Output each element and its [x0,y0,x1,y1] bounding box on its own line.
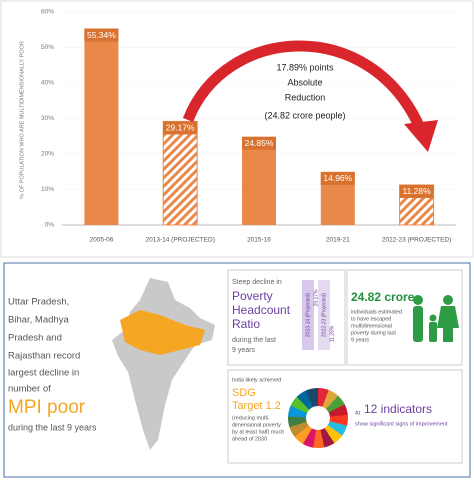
headcount-title: Ratio [232,317,260,331]
value-label-box [242,136,276,150]
annotation: Reduction [285,92,326,102]
value-label: 55.34% [87,30,116,40]
escaped-title: 24.82 crore [351,290,415,304]
headcount-intro: Steep decline in [232,279,282,286]
x-tick-label: 2022-23 (PROJECTED) [382,237,451,244]
sdg-text: (reducing multi- [232,415,270,421]
sdg-title: Target 1.2 [232,400,281,412]
mini-bar-value: 29.17% [313,289,319,307]
indicators-prefix: At [355,410,361,416]
chart-frame [0,0,474,258]
value-label-box [320,171,355,185]
annotation: (24.82 crore people) [264,110,345,120]
escaped-text: to have escaped [351,316,391,322]
mini-bar-label: 2022-23 (Projected) [321,293,327,338]
left-footer: during the last 9 years [8,422,97,432]
escaped-text: individuals estimated [351,309,402,315]
x-tick-label: 2013-14 (PROJECTED) [146,237,215,244]
y-tick-label: 50% [41,44,54,51]
x-tick-label: 2019-21 [326,237,350,244]
value-label-box [163,121,198,135]
sdg-text: by at least half) much [232,429,284,435]
left-text: largest decline in [8,368,79,379]
indicators-text: show significant signs of improvement [355,421,448,427]
bar [242,136,276,225]
y-tick-label: 0% [45,222,55,229]
value-label: 24.85% [245,138,274,148]
annotation: 17.89% points [276,62,334,72]
y-axis-label: % OF POPULATION WHO ARE MULTIDIMENSIONAL… [19,41,25,199]
x-tick-label: 2005-06 [89,237,113,244]
escaped-text: 9 years [351,337,369,343]
left-highlight: MPI poor [8,397,86,418]
sdg-text: ahead of 2030 [232,436,267,442]
left-text: Uttar Pradesh, [8,297,69,308]
sdg-text: dimensional poverty [232,422,281,428]
escaped-text: poverty during last [351,330,396,336]
mini-bar [318,280,330,350]
bar [84,28,119,225]
y-tick-label: 20% [41,151,54,158]
bar [162,120,198,226]
sdg-wheel-center [306,406,330,430]
left-text: Rajasthan record [8,351,80,362]
value-label-box [84,28,119,42]
left-text: number of [8,384,51,395]
arrow [182,40,426,131]
map-highlight [120,310,205,355]
y-tick-label: 10% [41,186,54,193]
sdg-intro: India likely achieved [232,377,281,383]
value-label: 14.96% [323,173,352,183]
mini-bar [302,280,314,350]
value-label: 29.17% [166,123,195,133]
x-tick-label: 2015-16 [247,237,271,244]
y-tick-label: 30% [41,115,54,122]
y-tick-label: 60% [41,9,54,16]
headcount-footer: 9 years [232,347,255,354]
value-label-box [399,184,434,198]
headcount-footer: during the last [232,337,276,344]
y-tick-label: 40% [41,80,54,87]
value-label: 11.28% [402,186,431,196]
left-text: Bihar, Madhya [8,315,69,326]
mini-bar-label: 2013-14 (Projected) [305,293,311,338]
annotation: Absolute [287,77,322,87]
family-icon [413,295,459,342]
arrow-head [404,120,438,152]
mini-bar-value: 11.28% [329,325,335,342]
indicators-title: 12 indicators [364,402,432,416]
headcount-title: Poverty [232,289,273,303]
headcount-title: Headcount [232,303,291,317]
escaped-text: multidimensional [351,323,392,329]
left-text: Pradesh and [8,333,62,344]
sdg-title: SDG [232,387,256,399]
